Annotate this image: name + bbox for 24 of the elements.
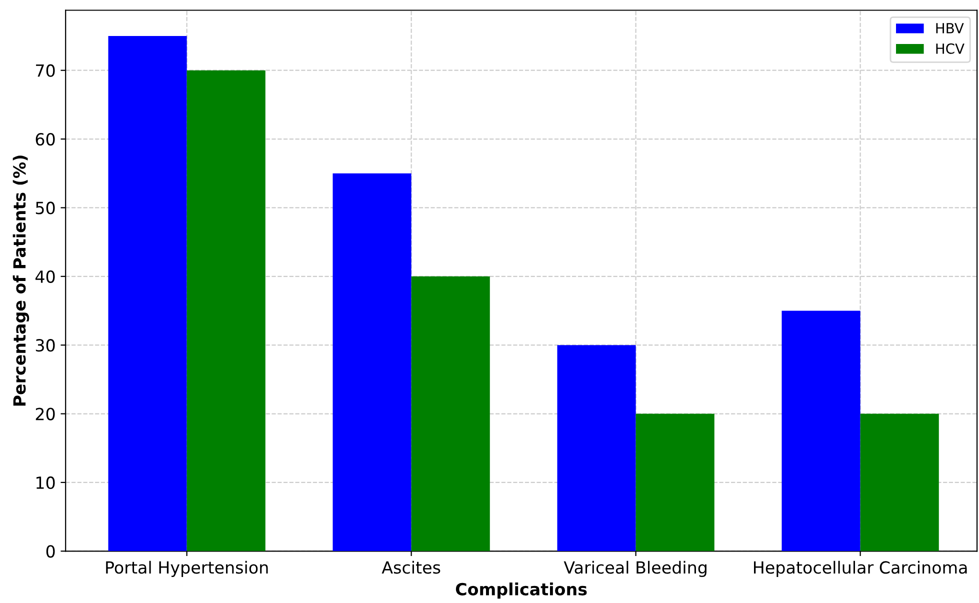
legend-label: HCV (936, 43, 964, 54)
y-tick-label: 60 (36, 132, 55, 146)
y-tick-label: 30 (36, 339, 55, 352)
y-tick-label: 20 (36, 408, 55, 420)
x-tick-label: Hepatocellular Carcinoma (754, 560, 967, 577)
y-tick-label: 70 (36, 64, 55, 77)
x-tick-label: Variceal Bleeding (564, 560, 706, 577)
y-tick-label: 0 (46, 545, 55, 558)
x-axis-title: Complications (456, 582, 587, 599)
x-tick-label: Ascites (382, 560, 440, 574)
y-axis-title: Percentage of Patients (%) (12, 156, 30, 406)
bar (332, 173, 412, 552)
y-tick-label: 10 (36, 476, 55, 490)
x-tick-label: Portal Hypertension (106, 560, 268, 577)
y-tick-label: 40 (35, 270, 55, 283)
bar (108, 36, 187, 552)
bar (782, 310, 860, 552)
bar (557, 345, 636, 552)
y-tick-label: 50 (36, 202, 55, 214)
bar (186, 70, 266, 552)
legend-label: HBV (936, 23, 964, 34)
bar (411, 276, 490, 552)
bar (636, 414, 714, 552)
bar (860, 414, 939, 552)
